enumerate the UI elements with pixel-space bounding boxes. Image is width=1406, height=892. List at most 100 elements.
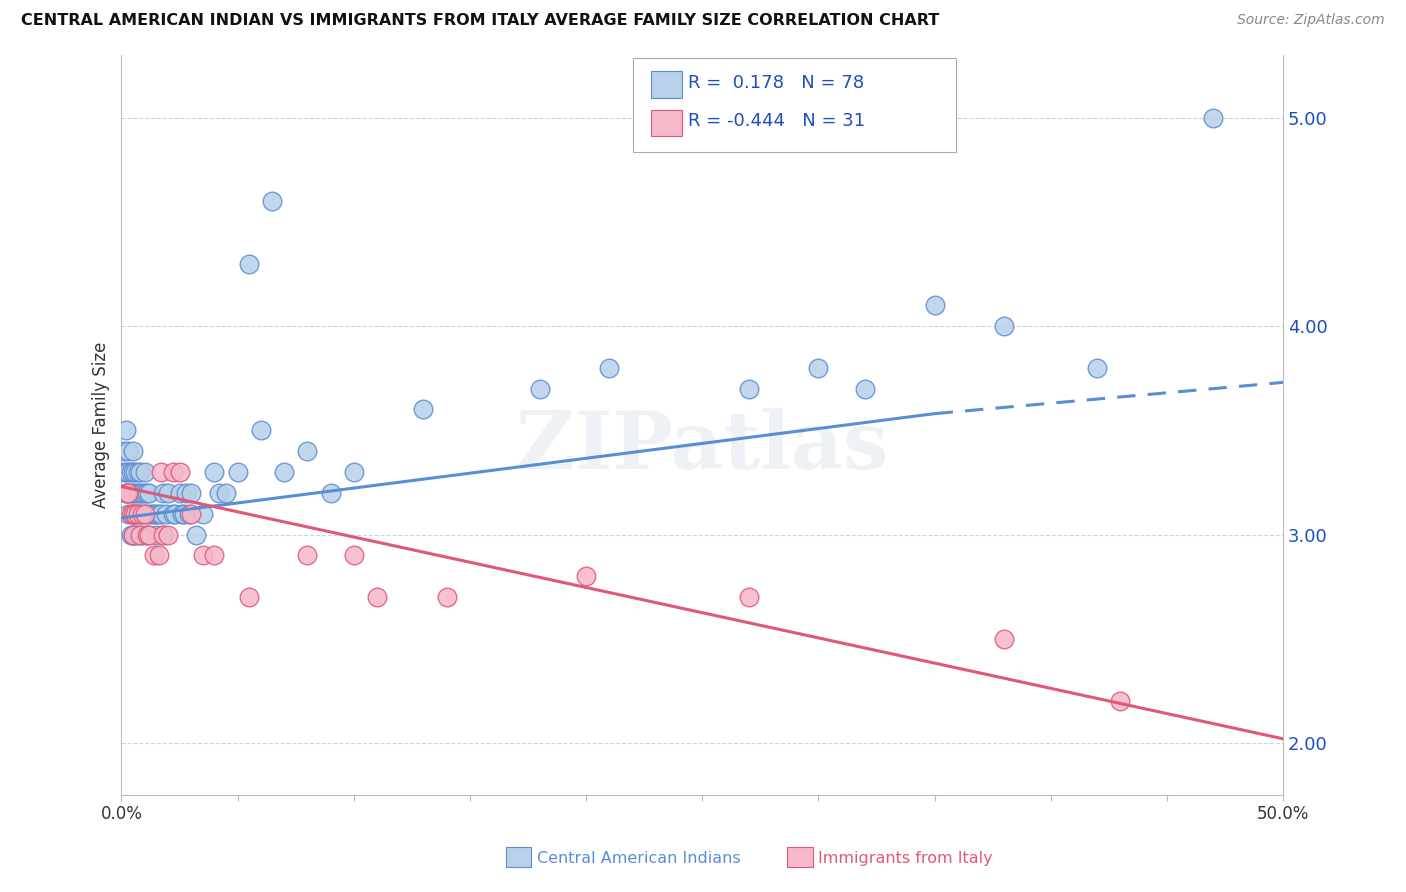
Point (129, 507, 152, 521)
Point (136, 527, 159, 541)
Point (215, 486, 238, 500)
Point (176, 486, 198, 500)
Point (127, 507, 149, 521)
Text: CENTRAL AMERICAN INDIAN VS IMMIGRANTS FROM ITALY AVERAGE FAMILY SIZE CORRELATION: CENTRAL AMERICAN INDIAN VS IMMIGRANTS FR… (21, 13, 939, 29)
Text: R =  0.178   N = 78: R = 0.178 N = 78 (688, 74, 863, 92)
Point (141, 507, 163, 521)
Point (136, 486, 159, 500)
Point (145, 507, 167, 521)
Point (127, 507, 149, 521)
Point (117, 465, 139, 479)
Point (131, 507, 153, 521)
Point (122, 444, 145, 458)
Point (124, 465, 146, 479)
Point (117, 486, 139, 500)
Point (122, 507, 145, 521)
Point (297, 549, 319, 563)
Point (117, 507, 139, 521)
Point (1202, 111, 1225, 125)
Point (145, 527, 167, 541)
Point (184, 527, 207, 541)
Point (993, 632, 1015, 646)
Point (180, 486, 202, 500)
Text: ZIPatlas: ZIPatlas (516, 409, 889, 486)
Point (143, 549, 166, 563)
Point (115, 465, 138, 479)
Point (122, 527, 145, 541)
Point (366, 590, 388, 604)
Point (738, 590, 761, 604)
Point (191, 549, 214, 563)
Point (122, 486, 145, 500)
Point (134, 507, 156, 521)
Point (127, 486, 149, 500)
Point (127, 527, 149, 541)
Point (436, 590, 458, 604)
Point (319, 486, 342, 500)
Point (807, 360, 830, 375)
Point (129, 527, 152, 541)
Point (124, 507, 146, 521)
Point (112, 465, 135, 479)
Point (152, 486, 174, 500)
Point (138, 486, 160, 500)
Point (122, 527, 145, 541)
Point (208, 486, 231, 500)
Point (120, 507, 142, 521)
Point (238, 590, 260, 604)
Point (853, 382, 876, 396)
Point (163, 507, 186, 521)
Point (169, 486, 191, 500)
Point (598, 360, 620, 375)
Point (170, 507, 193, 521)
Text: Immigrants from Italy: Immigrants from Italy (818, 851, 993, 866)
Point (262, 194, 284, 208)
Point (924, 298, 946, 312)
Point (152, 527, 174, 541)
Point (120, 486, 142, 500)
Point (149, 465, 172, 479)
Point (134, 465, 156, 479)
Point (191, 507, 214, 521)
Point (1085, 360, 1108, 375)
Point (129, 486, 152, 500)
Point (152, 527, 174, 541)
Point (131, 486, 153, 500)
Point (124, 486, 146, 500)
Point (156, 527, 179, 541)
Point (162, 507, 184, 521)
Point (115, 486, 138, 500)
Point (148, 507, 170, 521)
Point (127, 465, 149, 479)
Point (202, 549, 225, 563)
Point (343, 549, 366, 563)
Point (297, 444, 319, 458)
Point (250, 423, 273, 437)
Point (136, 527, 159, 541)
Point (273, 465, 295, 479)
Text: R = -0.444   N = 31: R = -0.444 N = 31 (688, 112, 865, 130)
Point (120, 527, 142, 541)
Point (1109, 694, 1132, 708)
Point (122, 507, 145, 521)
Y-axis label: Average Family Size: Average Family Size (93, 342, 110, 508)
Point (115, 423, 138, 437)
Point (169, 465, 191, 479)
Point (120, 465, 142, 479)
Point (112, 444, 135, 458)
Point (115, 486, 138, 500)
Point (124, 507, 146, 521)
Point (134, 486, 156, 500)
Point (226, 465, 249, 479)
Point (156, 486, 179, 500)
Point (122, 465, 145, 479)
Point (343, 465, 366, 479)
Point (138, 527, 160, 541)
Point (131, 527, 153, 541)
Point (117, 486, 139, 500)
Point (143, 507, 166, 521)
Point (117, 444, 139, 458)
Point (134, 507, 156, 521)
Point (124, 527, 146, 541)
Point (148, 549, 170, 563)
